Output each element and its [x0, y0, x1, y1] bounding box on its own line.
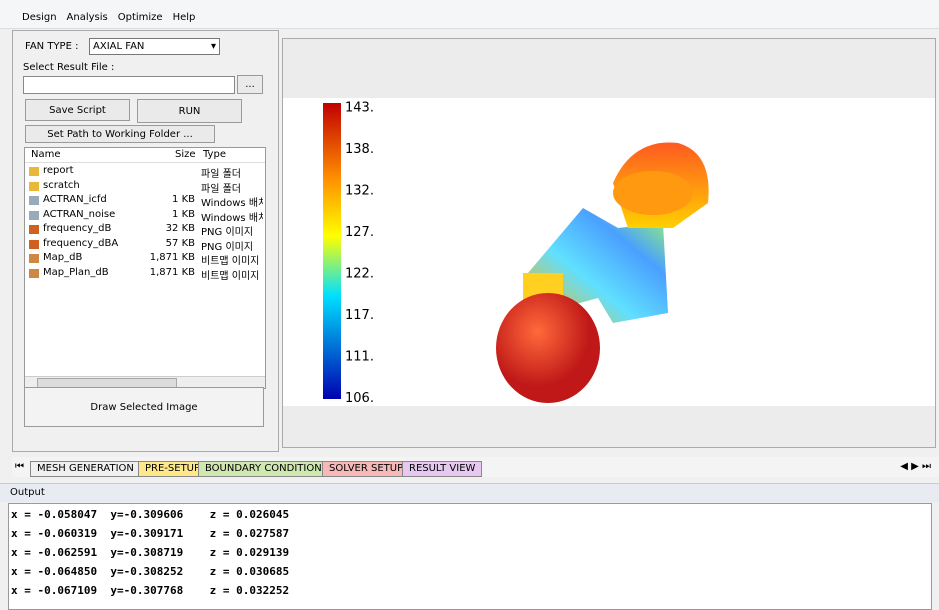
- viewer: 143. 138. 132. 127. 122. 117. 111. 106.: [282, 38, 936, 448]
- output-title: Output: [10, 487, 45, 498]
- bottom-dome: [496, 293, 600, 403]
- output-line: x = -0.062591 y=-0.308719 z = 0.029139: [11, 546, 289, 559]
- set-path-button[interactable]: Set Path to Working Folder ...: [25, 125, 215, 143]
- file-type: 비트맵 이미지: [201, 267, 263, 282]
- column-header: Size: [175, 149, 196, 160]
- file-type: PNG 이미지: [201, 223, 263, 238]
- run-button[interactable]: RUN: [137, 99, 242, 123]
- file-icon: [29, 211, 39, 220]
- top-cap: [613, 171, 693, 215]
- file-type: 비트맵 이미지: [201, 252, 263, 267]
- dropdown-arrow: ▾: [211, 39, 216, 54]
- menu-item[interactable]: Design: [22, 12, 57, 23]
- tab[interactable]: BOUNDARY CONDITION: [198, 461, 329, 477]
- select-value: AXIAL FAN: [93, 41, 144, 52]
- file-type: 파일 폴더: [201, 165, 263, 180]
- left-panel: FAN TYPE : AXIAL FAN ▾ Select Result File…: [12, 30, 279, 452]
- file-icon: [29, 269, 39, 278]
- menu-item[interactable]: Optimize: [118, 12, 163, 23]
- output-header: Output: [0, 483, 939, 502]
- output-line: x = -0.060319 y=-0.309171 z = 0.027587: [11, 527, 289, 540]
- file-type: Windows 배치: [201, 194, 263, 209]
- menu-item[interactable]: Help: [173, 12, 196, 23]
- tab[interactable]: RESULT VIEW: [402, 461, 482, 477]
- app-window: Design Analysis Optimize Help FAN TYPE : AX…: [0, 0, 939, 608]
- file-icon: [29, 225, 39, 234]
- tab[interactable]: PRE-SETUP: [138, 461, 207, 477]
- save-script-button[interactable]: Save Script: [25, 99, 130, 121]
- file-size: 1,871 KB: [145, 267, 195, 278]
- colorbar-label: 143.: [345, 101, 374, 116]
- draw-button[interactable]: Draw Selected Image: [24, 387, 264, 427]
- file-size: 1 KB: [145, 194, 195, 205]
- file-size: 57 KB: [145, 238, 195, 249]
- file-input[interactable]: [23, 76, 235, 94]
- file-size: 1,871 KB: [145, 252, 195, 263]
- file-size: 1 KB: [145, 209, 195, 220]
- file-type: Windows 배치: [201, 209, 263, 224]
- colorbar-label: 106.: [345, 391, 374, 406]
- colorbar-label: 132.: [345, 184, 374, 199]
- tab[interactable]: SOLVER SETUP: [322, 461, 410, 477]
- colorbar-label: 111.: [345, 350, 374, 365]
- list-header: Name Size Type: [25, 149, 265, 163]
- menu-bar: Design Analysis Optimize Help: [0, 0, 939, 29]
- file-icon: [29, 254, 39, 263]
- render-view: 143. 138. 132. 127. 122. 117. 111. 106.: [283, 98, 935, 406]
- label: FAN TYPE :: [25, 41, 78, 52]
- browse-button[interactable]: ...: [237, 75, 263, 94]
- colorbar-label: 122.: [345, 267, 374, 282]
- output-console: x = -0.058047 y=-0.309606 z = 0.026045 x …: [8, 503, 932, 610]
- file-name: report: [43, 165, 183, 176]
- menu-items: Design Analysis Optimize Help: [22, 12, 205, 23]
- tab-nav[interactable]: ⏮: [15, 461, 24, 472]
- label: Select Result File :: [23, 62, 114, 73]
- file-size: 32 KB: [145, 223, 195, 234]
- output-line: x = -0.064850 y=-0.308252 z = 0.030685: [11, 565, 289, 578]
- file-icon: [29, 240, 39, 249]
- column-header: Name: [31, 149, 61, 160]
- file-icon: [29, 167, 39, 176]
- file-icon: [29, 196, 39, 205]
- file-icon: [29, 182, 39, 191]
- column-header: Type: [203, 149, 226, 160]
- tab[interactable]: MESH GENERATION: [30, 461, 141, 477]
- output-line: x = -0.067109 y=-0.307768 z = 0.032252: [11, 584, 289, 597]
- fan-type-select[interactable]: AXIAL FAN ▾: [89, 38, 220, 55]
- file-name: scratch: [43, 180, 183, 191]
- colorbar-label: 138.: [345, 142, 374, 157]
- file-type: PNG 이미지: [201, 238, 263, 253]
- file-row[interactable]: scratch 파일 폴더: [25, 180, 265, 194]
- colorbar: [323, 103, 341, 399]
- tab-nav[interactable]: ◀ ▶ ⏭: [900, 461, 931, 472]
- colorbar-label: 127.: [345, 225, 374, 240]
- output-line: x = -0.058047 y=-0.309606 z = 0.026045: [11, 508, 289, 521]
- colorbar-label: 117.: [345, 308, 374, 323]
- file-row[interactable]: report 파일 폴더: [25, 165, 265, 179]
- file-type: 파일 폴더: [201, 180, 263, 195]
- menu-item[interactable]: Analysis: [67, 12, 108, 23]
